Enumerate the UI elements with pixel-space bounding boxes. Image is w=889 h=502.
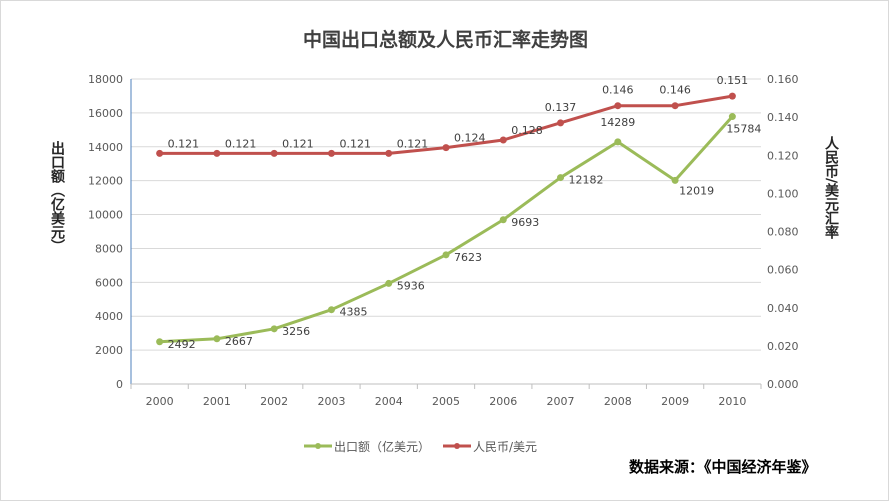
data-point: [156, 338, 164, 346]
data-label: 4385: [339, 306, 367, 319]
y2-tick-label: 0.080: [767, 226, 799, 239]
data-label: 5936: [397, 279, 425, 292]
data-point: [213, 335, 221, 343]
source-note: 数据来源：《中国经济年鉴》: [629, 458, 817, 476]
data-label: 0.121: [339, 137, 371, 150]
data-label: 0.151: [717, 74, 749, 87]
legend-label: 人民币/美元: [473, 440, 537, 454]
y-tick-label: 12000: [88, 175, 123, 188]
x-tick-label: 2002: [260, 395, 288, 408]
data-point: [270, 325, 278, 333]
y-tick-label: 6000: [95, 276, 123, 289]
y-tick-label: 10000: [88, 209, 123, 222]
data-point: [270, 149, 278, 157]
data-label: 14289: [600, 116, 635, 129]
data-point: [671, 176, 679, 184]
data-point: [327, 149, 335, 157]
data-label: 7623: [454, 251, 482, 264]
y2-tick-label: 0.120: [767, 149, 799, 162]
data-label: 0.121: [225, 137, 257, 150]
y-tick-label: 8000: [95, 242, 123, 255]
data-label: 0.128: [511, 124, 542, 137]
y-tick-label: 16000: [88, 107, 123, 120]
data-label: 0.124: [454, 132, 486, 145]
data-point: [385, 149, 393, 157]
data-point: [728, 92, 736, 100]
y2-tick-label: 0.060: [767, 264, 799, 277]
x-tick-label: 2005: [432, 395, 460, 408]
y2-tick-label: 0.100: [767, 187, 799, 200]
data-label: 0.121: [282, 137, 314, 150]
y2-tick-label: 0.000: [767, 378, 799, 391]
data-label: 12019: [679, 184, 714, 197]
legend-marker-0: [315, 443, 321, 449]
data-label: 0.121: [397, 137, 429, 150]
legend-marker-1: [454, 443, 460, 449]
x-tick-label: 2006: [489, 395, 517, 408]
y2-tick-label: 0.140: [767, 111, 799, 124]
data-point: [557, 119, 565, 127]
data-point: [728, 113, 736, 121]
data-point: [614, 102, 622, 110]
data-label: 3256: [282, 325, 310, 338]
x-tick-label: 2008: [604, 395, 632, 408]
x-tick-label: 2009: [661, 395, 689, 408]
data-point: [557, 174, 565, 182]
data-label: 0.121: [168, 137, 200, 150]
y-axis-title: 出口额（亿美元）: [49, 140, 66, 253]
data-point: [327, 306, 335, 314]
y2-tick-label: 0.040: [767, 302, 799, 315]
data-label: 0.146: [602, 84, 634, 97]
data-label: 15784: [726, 123, 761, 136]
data-label: 9693: [511, 216, 539, 229]
y2-axis-title: 人民币/美元汇率: [823, 135, 839, 240]
legend-label: 出口额（亿美元）: [334, 439, 430, 454]
data-point: [213, 149, 221, 157]
data-label: 2492: [168, 338, 196, 351]
data-point: [499, 136, 507, 144]
data-point: [442, 144, 450, 152]
y-tick-label: 0: [116, 378, 123, 391]
data-point: [442, 251, 450, 259]
data-label: 0.137: [545, 101, 577, 114]
y-tick-label: 2000: [95, 344, 123, 357]
chart-title: 中国出口总额及人民币汇率走势图: [303, 28, 588, 51]
y2-tick-label: 0.020: [767, 340, 799, 353]
y-tick-label: 4000: [95, 310, 123, 323]
x-tick-label: 2000: [146, 395, 174, 408]
data-point: [499, 216, 507, 224]
y-tick-label: 18000: [88, 73, 123, 86]
data-point: [614, 138, 622, 146]
x-tick-label: 2001: [203, 395, 231, 408]
y-tick-label: 14000: [88, 141, 123, 154]
data-point: [156, 149, 164, 157]
x-tick-label: 2007: [547, 395, 575, 408]
x-tick-label: 2010: [718, 395, 746, 408]
data-label: 0.146: [659, 84, 691, 97]
y2-tick-label: 0.160: [767, 73, 799, 86]
data-label: 12182: [569, 174, 604, 187]
x-tick-label: 2004: [375, 395, 403, 408]
x-tick-label: 2003: [317, 395, 345, 408]
data-point: [671, 102, 679, 110]
data-label: 2667: [225, 335, 253, 348]
data-point: [385, 279, 393, 287]
